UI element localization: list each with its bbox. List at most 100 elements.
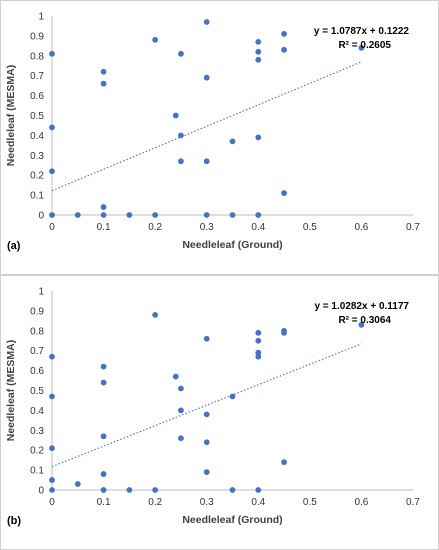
x-tick-label: 0.6	[354, 497, 368, 508]
y-tick-label: 1	[38, 12, 44, 23]
data-point	[255, 329, 262, 336]
data-point	[203, 411, 210, 418]
data-point	[74, 481, 81, 487]
y-tick-label: 0.4	[30, 406, 44, 417]
y-tick-label: 0.1	[30, 466, 44, 477]
trendline	[51, 343, 362, 468]
trendline-equation: y = 1.0787x + 0.1222	[314, 26, 410, 37]
data-point	[281, 329, 287, 336]
data-point	[172, 112, 179, 119]
data-point	[358, 321, 365, 328]
data-point	[100, 379, 107, 386]
data-point	[74, 212, 81, 218]
y-tick-label: 0.4	[30, 131, 44, 142]
data-point	[100, 212, 107, 218]
data-point	[49, 477, 55, 483]
data-point	[229, 212, 236, 218]
data-point	[203, 74, 210, 81]
data-point	[100, 80, 107, 87]
x-tick-label: 0.1	[97, 497, 111, 508]
data-point	[100, 68, 107, 75]
data-point	[178, 407, 184, 414]
data-point	[126, 212, 133, 218]
y-tick-label: 0.6	[30, 91, 44, 102]
scatter-chart-b: 0 0.1 0.2 0.3 0.4 0.5 0.6 0.7 0 0.1 0.2 0.3 0.4 0.5 0.…	[0, 275, 439, 550]
y-axis-label: Needleleaf (MESMA)	[5, 65, 17, 167]
data-point	[203, 469, 210, 475]
data-point	[203, 212, 210, 218]
y-tick-label: 0.1	[30, 191, 44, 202]
x-tick-label: 0.1	[97, 222, 111, 233]
y-tick-label: 0.9	[30, 306, 44, 317]
data-point	[255, 48, 262, 55]
x-tick-label: 0.7	[406, 222, 420, 233]
y-tick-label: 0.6	[30, 366, 44, 377]
data-point	[281, 459, 287, 466]
data-point	[203, 19, 210, 25]
data-point	[229, 487, 236, 493]
data-point	[255, 212, 262, 218]
data-point	[281, 190, 287, 197]
x-tick-label: 0.2	[148, 497, 162, 508]
data-point	[152, 311, 159, 318]
y-tick-label: 0.2	[30, 171, 44, 182]
panel-label: (b)	[7, 515, 21, 527]
x-tick-label: 0.2	[148, 222, 162, 233]
chart-panel-b: 0 0.1 0.2 0.3 0.4 0.5 0.6 0.7 0 0.1 0.2 0.3 0.4 0.5 0.…	[0, 275, 439, 550]
chart-panel-a: 0 0.1 0.2 0.3 0.4 0.5 0.6 0.7 0 0.1 0.2 0.3 0.4 0.5 0.…	[0, 0, 439, 275]
data-point	[49, 393, 55, 400]
x-tick-label: 0.6	[354, 222, 368, 233]
data-point	[100, 487, 107, 493]
y-tick-label: 0.8	[30, 326, 44, 337]
data-point	[49, 124, 55, 131]
y-tick-label: 0.5	[30, 386, 44, 397]
data-point	[255, 337, 262, 344]
data-point	[172, 373, 179, 380]
x-tick-label: 0	[49, 497, 55, 508]
data-point	[255, 349, 262, 356]
y-axis-label: Needleleaf (MESMA)	[5, 340, 17, 442]
data-point	[49, 353, 55, 360]
data-point	[203, 335, 210, 342]
data-point	[255, 38, 262, 45]
data-point	[152, 212, 159, 218]
x-tick-label: 0.3	[200, 222, 214, 233]
x-axis-label: Needleleaf (Ground)	[182, 239, 282, 251]
data-point	[255, 487, 262, 493]
data-point	[49, 50, 55, 57]
x-tick-label: 0.7	[406, 497, 420, 508]
data-point	[203, 439, 210, 446]
y-tick-label: 0.7	[30, 346, 44, 357]
data-point	[255, 353, 262, 360]
data-point	[126, 487, 133, 493]
data-point	[178, 158, 184, 165]
y-tick-label: 0.9	[30, 31, 44, 42]
data-point	[281, 46, 287, 53]
x-tick-label: 0	[49, 222, 55, 233]
scatter-chart-a: 0 0.1 0.2 0.3 0.4 0.5 0.6 0.7 0 0.1 0.2 0.3 0.4 0.5 0.…	[0, 0, 439, 275]
data-point	[100, 471, 107, 477]
x-tick-label: 0.4	[251, 497, 265, 508]
data-point	[281, 31, 287, 37]
y-tick-label: 0.2	[30, 446, 44, 457]
trendline-equation: y = 1.0282x + 0.1177	[314, 301, 409, 312]
data-point	[358, 44, 365, 51]
data-point	[229, 393, 236, 400]
data-point	[49, 212, 55, 218]
y-tick-label: 0.3	[30, 151, 44, 162]
data-point	[229, 138, 236, 145]
data-point	[178, 50, 184, 57]
data-point	[100, 204, 107, 210]
y-tick-label: 0	[38, 211, 44, 222]
x-tick-label: 0.5	[303, 497, 317, 508]
x-tick-label: 0.3	[200, 497, 214, 508]
data-point	[49, 487, 55, 493]
chart-frame	[0, 0, 439, 275]
data-point	[49, 445, 55, 452]
x-tick-label: 0.5	[303, 222, 317, 233]
y-tick-label: 0.8	[30, 51, 44, 62]
chart-frame	[0, 275, 439, 550]
data-point	[100, 363, 107, 370]
data-point	[178, 435, 184, 442]
r-squared: R² = 0.2605	[338, 40, 391, 51]
